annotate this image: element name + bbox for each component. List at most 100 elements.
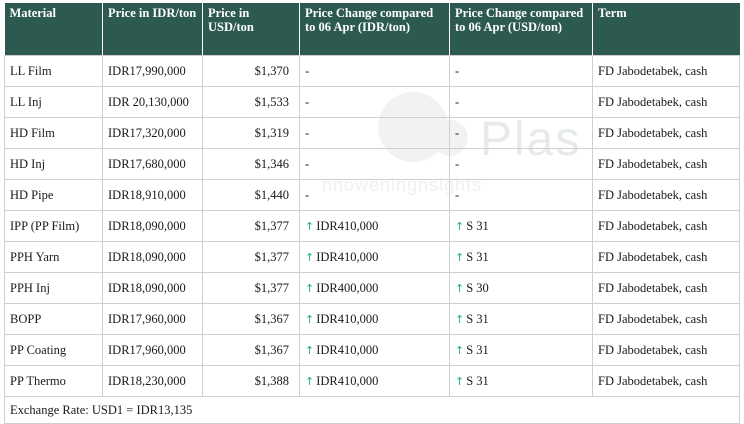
cell-change-usd-text: - [455, 157, 460, 171]
cell-material-text: PP Coating [10, 343, 67, 357]
table-row: PP Thermo IDR18,230,000 $1,388 ↑ IDR410,000 ↑… [4, 365, 740, 397]
cell-price-idr-text: IDR18,910,000 [108, 188, 186, 202]
cell-price-usd-text: $1,367 [254, 312, 289, 326]
cell-price-usd-text: $1,367 [254, 343, 289, 357]
cell-price-usd: $1,346 [202, 148, 300, 180]
cell-change-idr-text: IDR410,000 [316, 373, 379, 388]
cell-term: FD Jabodetabek, cash [592, 55, 740, 87]
cell-material: HD Film [4, 117, 103, 149]
cell-price-usd: $1,377 [202, 272, 300, 304]
table-row: HD Inj IDR17,680,000 $1,346 - - FD Jabodetabe… [4, 148, 740, 180]
cell-price-usd: $1,367 [202, 303, 300, 335]
cell-term-text: FD Jabodetabek, cash [598, 157, 708, 171]
cell-term: FD Jabodetabek, cash [592, 86, 740, 118]
header-term: Term [592, 3, 740, 56]
cell-change-idr-text: IDR410,000 [316, 311, 379, 326]
cell-price-idr-text: IDR18,230,000 [108, 374, 186, 388]
cell-term: FD Jabodetabek, cash [592, 117, 740, 149]
cell-change-usd: ↑ S 31 [449, 241, 593, 273]
price-table-container: Material Price in IDR/ton Price in USD/t… [4, 3, 740, 424]
cell-price-idr-text: IDR 20,130,000 [108, 95, 189, 109]
up-arrow-icon: ↑ [455, 281, 465, 295]
cell-price-usd-text: $1,440 [254, 188, 289, 202]
cell-term-text: FD Jabodetabek, cash [598, 95, 708, 109]
header-material: Material [4, 3, 103, 56]
cell-material: BOPP [4, 303, 103, 335]
cell-term-text: FD Jabodetabek, cash [598, 126, 708, 140]
table-row: HD Film IDR17,320,000 $1,319 - - FD Jabodetab… [4, 117, 740, 149]
cell-price-idr-text: IDR17,960,000 [108, 343, 186, 357]
cell-term: FD Jabodetabek, cash [592, 303, 740, 335]
cell-price-idr-text: IDR17,320,000 [108, 126, 186, 140]
cell-price-idr: IDR18,090,000 [102, 241, 203, 273]
cell-material: IPP (PP Film) [4, 210, 103, 242]
cell-change-idr: ↑ IDR400,000 [299, 272, 450, 304]
header-price-idr: Price in IDR/ton [102, 3, 203, 56]
cell-material: PP Thermo [4, 365, 103, 397]
cell-price-idr: IDR17,960,000 [102, 303, 203, 335]
cell-price-idr: IDR18,230,000 [102, 365, 203, 397]
header-change-idr: Price Change compared to 06 Apr (IDR/ton… [299, 3, 450, 56]
cell-change-usd-text: - [455, 95, 460, 109]
cell-change-idr: - [299, 179, 450, 211]
cell-price-idr-text: IDR17,960,000 [108, 312, 186, 326]
cell-change-idr: ↑ IDR410,000 [299, 365, 450, 397]
cell-price-usd: $1,440 [202, 179, 300, 211]
up-arrow-icon: ↑ [305, 312, 315, 326]
exchange-rate-note: Exchange Rate: USD1 = IDR13,135 [4, 396, 740, 424]
cell-change-idr-text: - [305, 126, 310, 140]
up-arrow-icon: ↑ [455, 219, 465, 233]
cell-change-idr: - [299, 117, 450, 149]
cell-price-usd-text: $1,377 [254, 219, 289, 233]
cell-change-idr: - [299, 148, 450, 180]
table-row: LL Film IDR17,990,000 $1,370 - - FD Jabodetab… [4, 55, 740, 87]
cell-change-idr-text: - [305, 157, 310, 171]
cell-change-idr-text: - [305, 95, 310, 109]
cell-term-text: FD Jabodetabek, cash [598, 188, 708, 202]
up-arrow-icon: ↑ [305, 250, 315, 264]
cell-change-usd-text: - [455, 64, 460, 78]
cell-change-usd: ↑ S 31 [449, 334, 593, 366]
table-row: PPH Inj IDR18,090,000 $1,377 ↑ IDR400,000 ↑ S … [4, 272, 740, 304]
cell-term-text: FD Jabodetabek, cash [598, 312, 708, 326]
up-arrow-icon: ↑ [455, 312, 465, 326]
cell-price-idr: IDR18,090,000 [102, 210, 203, 242]
up-arrow-icon: ↑ [455, 374, 465, 388]
cell-change-usd-text: S 31 [466, 373, 489, 388]
cell-change-usd-text: S 30 [466, 280, 489, 295]
cell-term-text: FD Jabodetabek, cash [598, 64, 708, 78]
cell-price-idr: IDR17,680,000 [102, 148, 203, 180]
cell-change-idr-text: IDR410,000 [316, 249, 379, 264]
cell-price-idr-text: IDR17,990,000 [108, 64, 186, 78]
cell-price-usd: $1,377 [202, 241, 300, 273]
cell-material-text: PP Thermo [10, 374, 66, 388]
cell-price-usd-text: $1,377 [254, 250, 289, 264]
cell-change-idr: - [299, 86, 450, 118]
cell-price-idr: IDR17,990,000 [102, 55, 203, 87]
up-arrow-icon: ↑ [305, 374, 315, 388]
cell-material-text: HD Film [10, 126, 55, 140]
cell-term-text: FD Jabodetabek, cash [598, 343, 708, 357]
cell-price-idr: IDR18,910,000 [102, 179, 203, 211]
cell-change-usd: - [449, 148, 593, 180]
cell-price-usd-text: $1,533 [254, 95, 289, 109]
cell-price-idr: IDR17,320,000 [102, 117, 203, 149]
cell-change-usd: - [449, 179, 593, 211]
cell-term: FD Jabodetabek, cash [592, 334, 740, 366]
cell-change-usd-text: S 31 [466, 249, 489, 264]
cell-term-text: FD Jabodetabek, cash [598, 374, 708, 388]
cell-price-usd-text: $1,370 [254, 64, 289, 78]
cell-price-usd: $1,533 [202, 86, 300, 118]
cell-price-usd-text: $1,346 [254, 157, 289, 171]
cell-price-usd: $1,367 [202, 334, 300, 366]
cell-term: FD Jabodetabek, cash [592, 210, 740, 242]
cell-term: FD Jabodetabek, cash [592, 241, 740, 273]
cell-change-usd: ↑ S 31 [449, 210, 593, 242]
cell-change-usd-text: S 31 [466, 311, 489, 326]
cell-material: LL Film [4, 55, 103, 87]
table-body: LL Film IDR17,990,000 $1,370 - - FD Jabodetab… [4, 55, 740, 397]
cell-material: PP Coating [4, 334, 103, 366]
cell-change-idr: ↑ IDR410,000 [299, 210, 450, 242]
table-row: HD Pipe IDR18,910,000 $1,440 - - FD Jabodetab… [4, 179, 740, 211]
cell-material: PPH Inj [4, 272, 103, 304]
